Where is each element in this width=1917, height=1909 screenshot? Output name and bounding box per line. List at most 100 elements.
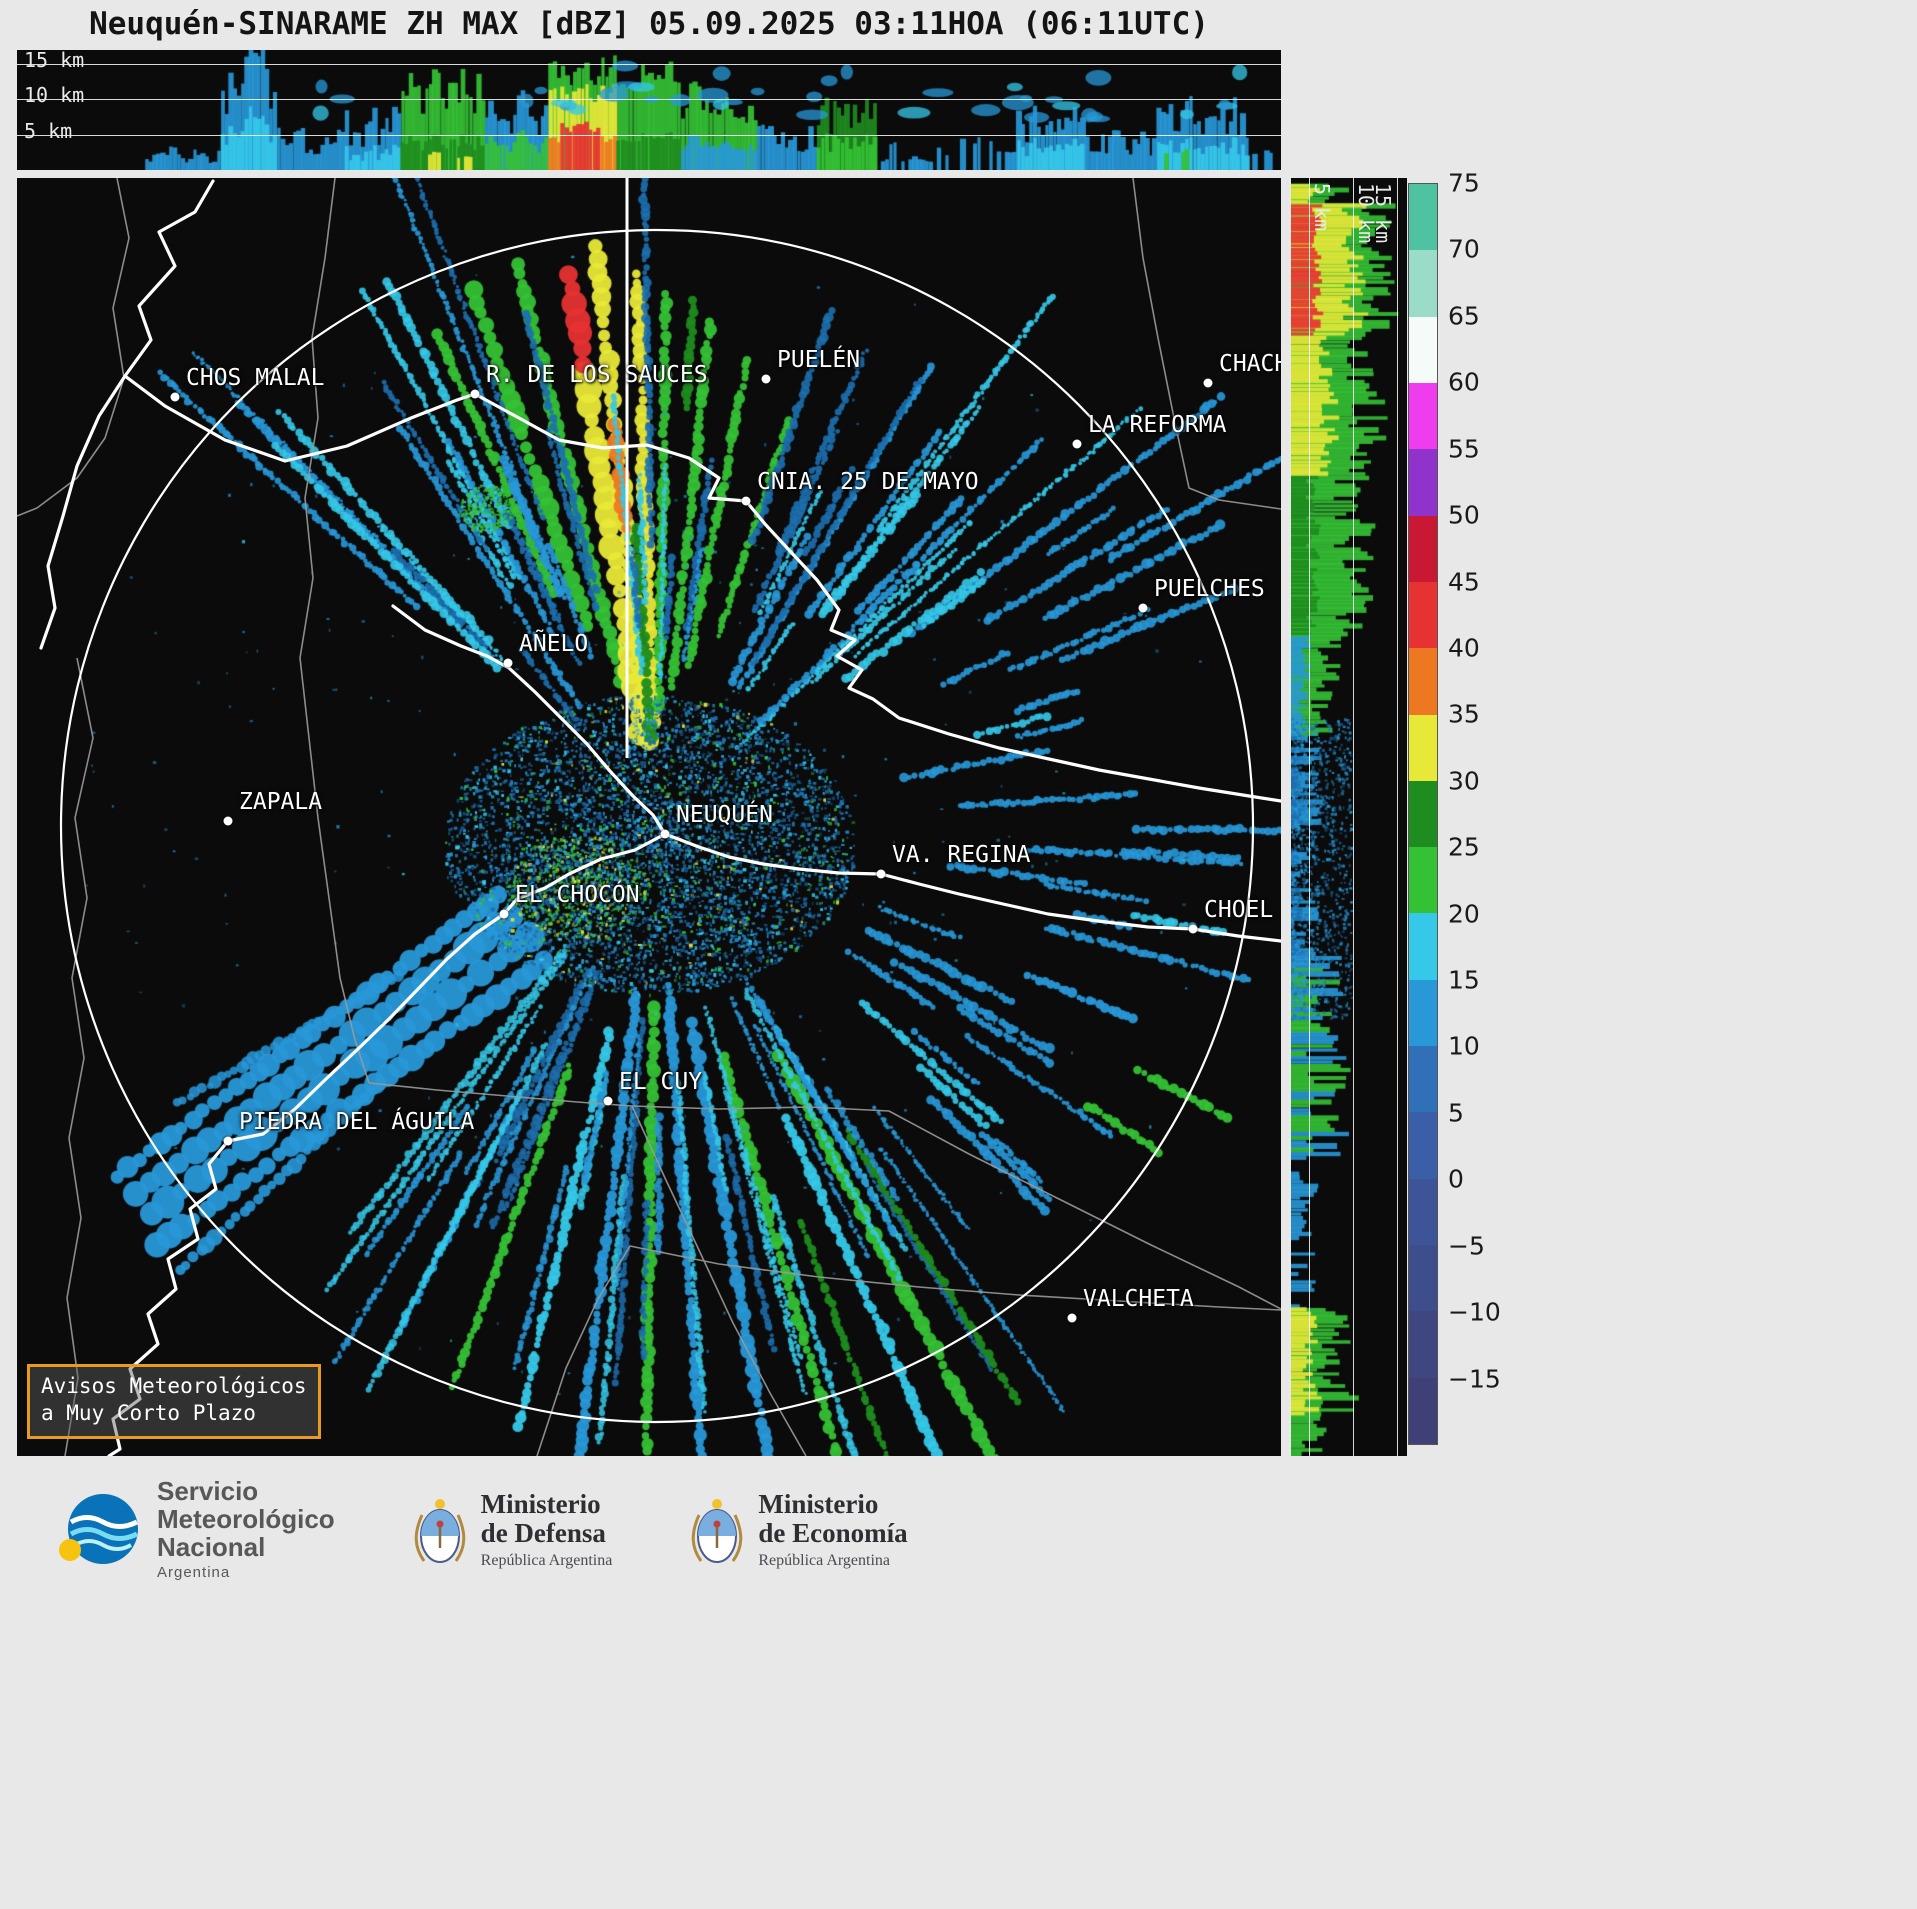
top-cross-section: 15 km 10 km 5 km — [17, 50, 1281, 170]
city-dot — [660, 829, 670, 839]
warning-badge[interactable]: Avisos Meteorológicos a Muy Corto Plazo — [27, 1364, 321, 1439]
colorbar-segment — [1409, 913, 1437, 980]
city-dot — [499, 909, 509, 919]
colorbar-segment — [1409, 449, 1437, 516]
colorbar-segment — [1409, 581, 1437, 649]
province-borders — [17, 178, 1281, 1456]
height-label: 10 km — [1354, 183, 1378, 244]
colorbar-segment — [1409, 316, 1437, 383]
colorbar-tick: 10 — [1448, 1031, 1480, 1061]
colorbar-tick: 15 — [1448, 965, 1480, 995]
city-label: NEUQUÉN — [676, 802, 773, 828]
city-dot — [1188, 924, 1198, 934]
colorbar-tick: 20 — [1448, 899, 1480, 929]
ministry-economia-block: Ministerio de Economía República Argenti… — [690, 1488, 908, 1570]
coat-of-arms-icon — [414, 1498, 465, 1563]
colorbar-segment — [1409, 1245, 1437, 1312]
radar-map: CHOS MALAL R. DE LOS SAUCES PUELÉN CHACH LA … — [17, 178, 1281, 1456]
city-label: EL CHOCÓN — [515, 882, 640, 908]
city-label: VA. REGINA — [892, 842, 1031, 868]
colorbar-tick: 60 — [1448, 367, 1480, 397]
city-dot — [1067, 1313, 1077, 1323]
colorbar-tick: 55 — [1448, 434, 1480, 464]
colorbar-segment — [1409, 515, 1437, 582]
city-label: EL CUY — [619, 1069, 703, 1095]
ministry-name-line: Ministerio — [480, 1488, 601, 1519]
colorbar-segment — [1409, 714, 1437, 781]
city-dot — [876, 869, 886, 879]
page-title: Neuquén-SINARAME ZH MAX [dBZ] 05.09.2025… — [89, 6, 1209, 42]
city-label: CHOEL — [1204, 897, 1274, 923]
colorbar-tick: 50 — [1448, 500, 1480, 530]
colorbar-tick: −15 — [1448, 1364, 1501, 1394]
city-dot — [1072, 439, 1082, 449]
height-label: 15 km — [24, 50, 85, 72]
height-gridline-15km — [17, 64, 1281, 65]
colorbar-tick: 45 — [1448, 567, 1480, 597]
ministry-name-line: Ministerio — [758, 1488, 879, 1519]
colorbar-segment — [1409, 250, 1437, 317]
ministry-name-line: de Defensa — [480, 1517, 606, 1548]
colorbar-segment — [1409, 382, 1437, 450]
colorbar-segment — [1409, 1377, 1437, 1444]
city-dot — [1203, 378, 1213, 388]
city-label: VALCHETA — [1083, 1286, 1194, 1312]
colorbar-ticks: 75 70 65 60 55 50 45 40 35 30 25 20 15 10 5 0 −5 −10 −15 — [1448, 169, 1528, 1445]
city-dot — [1138, 603, 1148, 613]
city-dot — [223, 1136, 233, 1146]
city-label: ZAPALA — [239, 789, 323, 815]
city-dot — [761, 374, 771, 384]
colorbar-tick: 35 — [1448, 699, 1480, 729]
colorbar-segment — [1409, 184, 1437, 251]
city-dot — [223, 816, 233, 826]
colorbar-segment — [1409, 1178, 1437, 1245]
colorbar-segment — [1409, 1311, 1437, 1378]
height-label: 15 km — [1371, 183, 1395, 244]
colorbar-tick: −10 — [1448, 1297, 1501, 1327]
colorbar-tick: 65 — [1448, 301, 1480, 331]
smn-swirl-icon — [59, 1493, 139, 1564]
smn-logo-block: Servicio Meteorológico Nacional Argentin… — [55, 1476, 335, 1582]
city-label: LA REFORMA — [1088, 412, 1227, 438]
smn-name-line: Nacional — [157, 1531, 266, 1562]
smn-name-line: Meteorológico — [157, 1503, 335, 1534]
city-label: PIEDRA DEL ÁGUILA — [239, 1109, 475, 1135]
city-dot — [603, 1096, 613, 1106]
smn-country-label: Argentina — [157, 1564, 231, 1582]
colorbar-tick: 0 — [1448, 1164, 1464, 1194]
height-gridline-10km — [1353, 178, 1354, 1456]
height-label: 5 km — [24, 119, 73, 143]
city-label: CHACH — [1219, 351, 1281, 377]
city-dot — [470, 389, 480, 399]
colorbar — [1408, 183, 1438, 1445]
range-ring — [59, 228, 1255, 1424]
city-label: CHOS MALAL — [186, 365, 325, 391]
city-dot — [741, 496, 751, 506]
ministry-subtitle: República Argentina — [758, 1551, 891, 1569]
height-label: 5 km — [1310, 183, 1334, 232]
footer: Servicio Meteorológico Nacional Argentin… — [55, 1476, 908, 1582]
city-label: PUELCHES — [1154, 576, 1265, 602]
ministry-name-line: de Economía — [758, 1517, 908, 1548]
colorbar-tick: 70 — [1448, 234, 1480, 264]
top-cross-section-echo-canvas — [17, 50, 1281, 170]
city-dot — [170, 392, 180, 402]
colorbar-segment — [1409, 847, 1437, 914]
colorbar-segment — [1409, 1112, 1437, 1179]
colorbar-segment — [1409, 1046, 1437, 1113]
city-label: R. DE LOS SAUCES — [486, 362, 708, 388]
height-gridline-5km — [1309, 178, 1310, 1456]
rivers — [39, 179, 1281, 1456]
colorbar-tick: 75 — [1448, 168, 1480, 198]
height-gridline-5km — [17, 135, 1281, 136]
colorbar-segment — [1409, 780, 1437, 848]
city-label: PUELÉN — [777, 347, 861, 373]
right-cross-section: 5 km 10 km 15 km — [1291, 178, 1407, 1456]
right-cross-section-echo-canvas — [1291, 178, 1407, 1456]
warning-line: Avisos Meteorológicos — [41, 1374, 307, 1398]
height-gridline-15km — [1397, 178, 1398, 1456]
colorbar-tick: −5 — [1448, 1231, 1485, 1261]
smn-name-line: Servicio — [157, 1476, 259, 1506]
colorbar-tick: 40 — [1448, 633, 1480, 663]
